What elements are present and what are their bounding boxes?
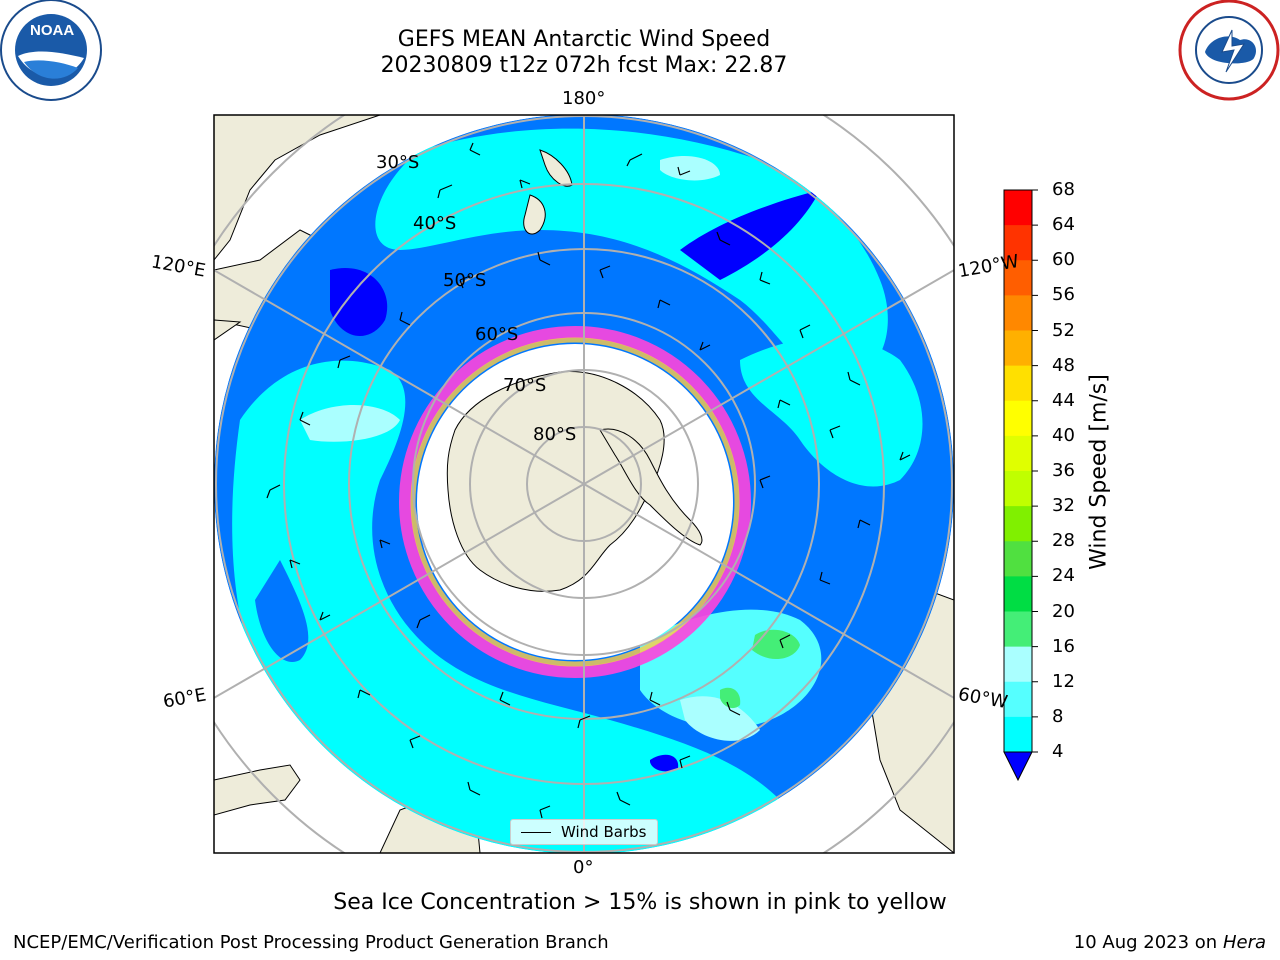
colorbar-segment [1004,330,1032,367]
footer-date-text: 10 Aug 2023 on [1073,932,1218,953]
colorbar-segment [1004,365,1032,402]
sea-ice-note: Sea Ice Concentration > 15% is shown in … [333,890,947,915]
colorbar-segment [1004,295,1032,331]
graticule [214,115,954,853]
map-legend: Wind Barbs [510,819,658,845]
colorbar-tick-label: 28 [1052,530,1075,552]
continents-inside [214,149,573,341]
colorbar-segment [1004,471,1032,507]
lat-label-80s: 80°S [533,424,577,445]
chart-title: GEFS MEAN Antarctic Wind Speed [397,27,771,52]
lat-label-60s: 60°S [475,324,519,345]
colorbar-segment [1004,400,1032,437]
footer-date: 10 Aug 2023 on Hera [1074,932,1266,953]
antarctic-peninsula [599,428,703,546]
colorbar [1003,189,1038,782]
noaa-logo-text: NOAA [30,22,75,39]
colorbar-extend-arrow [1003,751,1033,782]
colorbar-tick-label: 12 [1052,670,1075,692]
colorbar-segment [1004,646,1032,683]
noaa-logo [0,0,102,101]
map-frame [213,114,955,854]
colorbar-tick-label: 48 [1052,354,1075,376]
colorbar-segment [1004,576,1032,612]
colorbar-tick-label: 68 [1052,179,1075,200]
colorbar-segment [1004,190,1032,226]
colorbar-label: Wind Speed [m/s] [1086,374,1112,570]
nws-logo [1178,0,1280,101]
colorbar-segment [1004,611,1032,648]
colorbar-tick-label: 40 [1052,424,1075,446]
colorbar-segment [1004,681,1032,718]
colorbar-segment [1004,506,1032,542]
footer-machine: Hera [1222,932,1266,953]
wind-barbs [266,142,911,819]
lat-label-40s: 40°S [413,213,457,234]
legend-label: Wind Barbs [561,823,647,841]
wind-barb-legend-line [521,832,551,833]
colorbar-segment [1004,260,1032,296]
colorbar-tick-label: 8 [1052,705,1064,727]
colorbar-segment [1004,541,1032,577]
colorbar-segment [1004,716,1032,753]
lat-label-70s: 70°S [503,375,547,396]
colorbar-tick-label: 20 [1052,600,1075,622]
lon-label-top: 180° [562,88,606,109]
lat-label-30s: 30°S [376,152,420,173]
lon-label-bottom: 0° [573,857,594,878]
lat-label-50s: 50°S [443,270,487,291]
colorbar-tick-label: 4 [1052,741,1064,762]
colorbar-tick-label: 52 [1052,319,1075,341]
colorbar-segment [1004,435,1032,472]
chart-subtitle: 20230809 t12z 072h fcst Max: 22.87 [380,53,788,78]
colorbar-tick-label: 56 [1052,284,1075,306]
colorbar-tick-label: 36 [1052,460,1075,481]
colorbar-tick-label: 60 [1052,249,1075,271]
colorbar-tick-label: 32 [1052,495,1075,517]
footer-branch: NCEP/EMC/Verification Post Processing Pr… [13,932,609,953]
colorbar-tick-label: 64 [1052,214,1075,236]
colorbar-tick-label: 44 [1052,389,1075,411]
colorbar-tick-label: 16 [1052,635,1075,657]
colorbar-segment [1004,225,1032,261]
colorbar-tick-label: 24 [1052,565,1075,587]
